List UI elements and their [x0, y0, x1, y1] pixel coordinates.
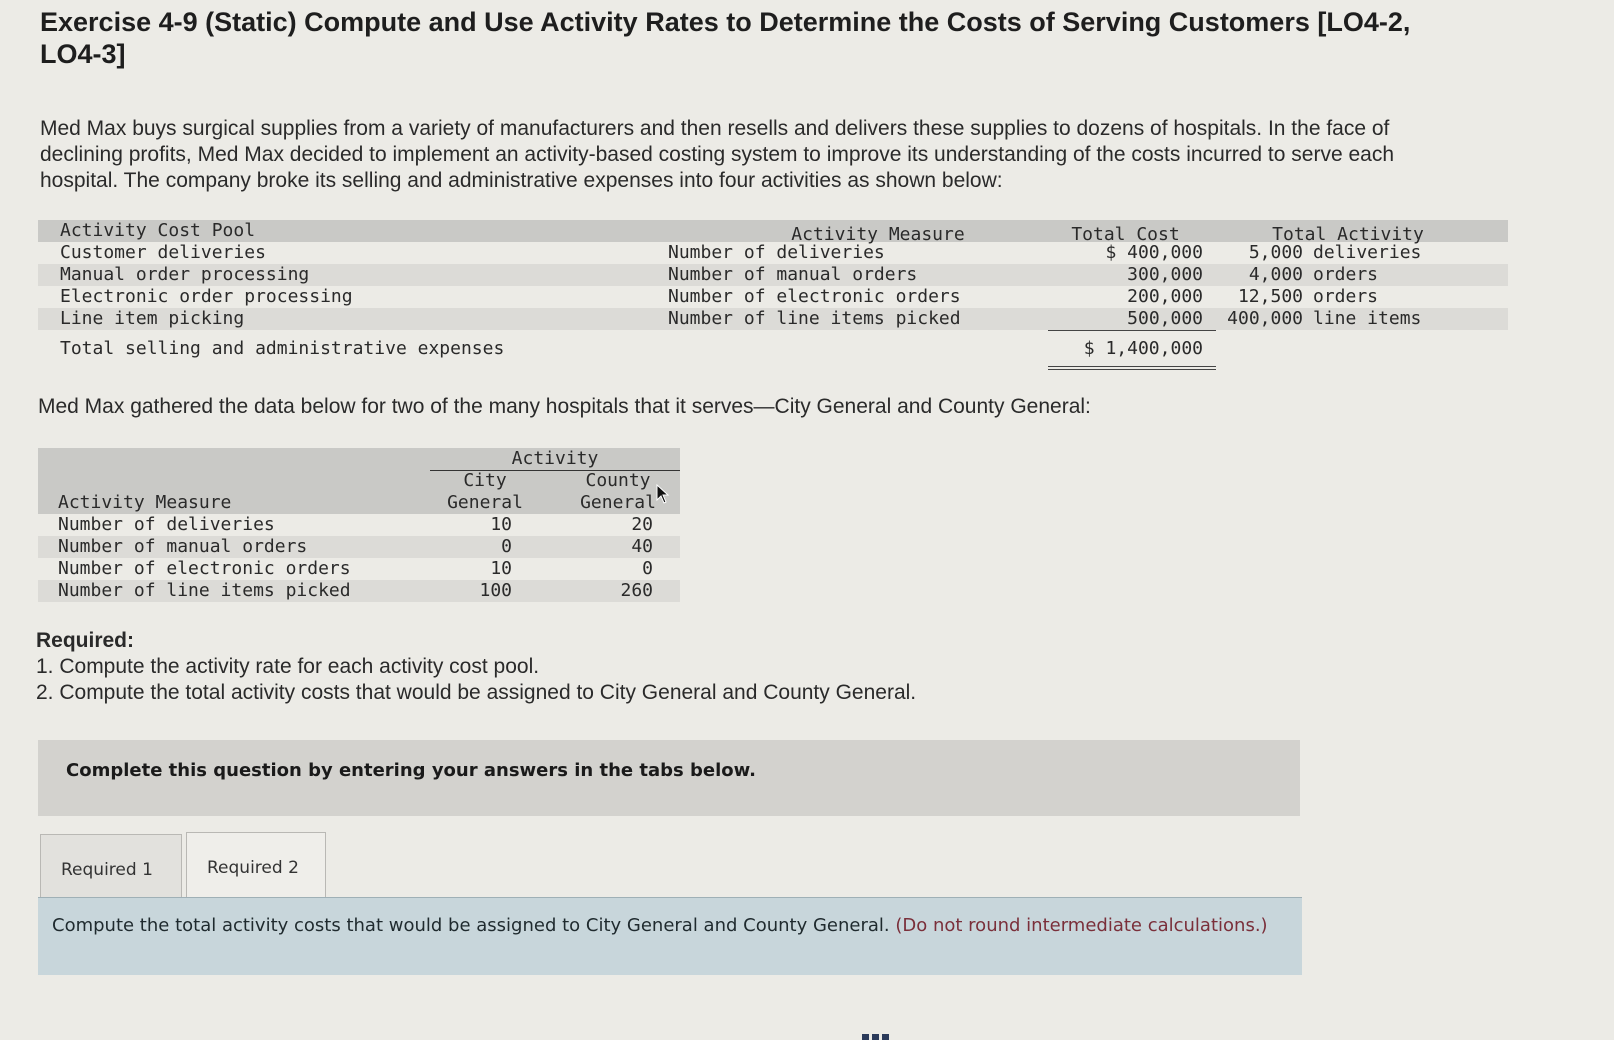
cell-county: 260 [620, 580, 653, 601]
header-activity-measure: Activity Measure [58, 492, 232, 513]
header-activity-cost-pool: Activity Cost Pool [60, 220, 256, 241]
cell-county: 20 [631, 514, 653, 535]
instructions-text: Complete this question by entering your … [66, 760, 756, 781]
header-total-activity: Total Activity [1272, 224, 1424, 245]
required-item-2: 2. Compute the total activity costs that… [36, 681, 917, 704]
table-header-row: Activity Cost Pool Activity Measure Tota… [38, 220, 1508, 245]
required-item-1: 1. Compute the activity rate for each ac… [36, 655, 540, 678]
cell-county: 0 [642, 558, 653, 579]
hospital-intro: Med Max gathered the data below for two … [38, 395, 1091, 418]
header-county-line2: General [580, 492, 656, 513]
header-total-cost: Total Cost [1071, 224, 1180, 245]
cell-measure: Number of electronic orders [58, 558, 351, 579]
panel-question-text: Compute the total activity costs that wo… [52, 915, 890, 936]
cell-city: 10 [490, 558, 512, 579]
table-row: Customer deliveries Number of deliveries… [38, 242, 1508, 264]
tab-required-1[interactable]: Required 1 [40, 834, 182, 902]
table-row: Number of manual orders 0 40 [38, 536, 680, 558]
header-city-general: City General [430, 470, 540, 514]
cell-activity-number: 400,000 [1227, 308, 1303, 329]
table-row: Electronic order processing Number of el… [38, 286, 1508, 308]
table-row: Number of deliveries 10 20 [38, 514, 680, 536]
intro-paragraph: Med Max buys surgical supplies from a va… [40, 117, 1394, 192]
cell-measure: Number of line items picked [668, 308, 961, 329]
subtotal-rule [1048, 330, 1216, 331]
cell-city: 100 [479, 580, 512, 601]
cell-activity-unit: orders [1313, 286, 1379, 307]
cell-activity-number: 5,000 [1248, 242, 1303, 263]
cell-measure: Number of manual orders [58, 536, 308, 557]
cell-activity-number: 12,500 [1237, 286, 1303, 307]
total-cost: $ 1,400,000 [1083, 338, 1203, 359]
instructions-banner: Complete this question by entering your … [38, 740, 1300, 816]
cell-measure: Number of electronic orders [668, 286, 961, 307]
mouse-cursor-icon [656, 484, 670, 504]
tab-panel-instructions: Compute the total activity costs that wo… [52, 912, 1272, 940]
table-total-row: Total selling and administrative expense… [38, 334, 1508, 364]
cell-cost: 200,000 [1127, 286, 1203, 307]
panel-note-text: (Do not round intermediate calculations.… [895, 915, 1268, 936]
cell-pool: Customer deliveries [60, 242, 266, 263]
cell-cost: 500,000 [1127, 308, 1203, 329]
more-content-indicator [862, 1034, 890, 1040]
table-row: Number of line items picked 100 260 [38, 580, 680, 602]
cell-city: 0 [501, 536, 512, 557]
hospital-activity-table: Activity City General County General Act… [38, 448, 680, 602]
header-city-line1: City [463, 470, 507, 491]
header-county-line1: County [585, 470, 651, 491]
cell-activity-unit: orders [1313, 264, 1379, 285]
cell-cost: 300,000 [1127, 264, 1203, 285]
header-city-line2: General [447, 492, 523, 513]
tab-required-2[interactable]: Required 2 [186, 832, 326, 904]
cell-county: 40 [631, 536, 653, 557]
required-heading: Required: [36, 629, 135, 652]
table-header: Activity City General County General Act… [38, 448, 680, 514]
cell-activity-unit: line items [1313, 308, 1422, 329]
cell-city: 10 [490, 514, 512, 535]
activity-cost-pool-table: Activity Cost Pool Activity Measure Tota… [38, 220, 1508, 370]
header-activity-group: Activity [511, 448, 599, 469]
tab-panel-required-2: Compute the total activity costs that wo… [38, 897, 1302, 975]
cell-pool: Electronic order processing [60, 286, 353, 307]
total-double-rule [1048, 366, 1216, 370]
cell-cost: $ 400,000 [1105, 242, 1203, 263]
group-header-rule [430, 470, 680, 471]
cell-measure: Number of deliveries [668, 242, 885, 263]
table-row: Line item picking Number of line items p… [38, 308, 1508, 330]
total-label: Total selling and administrative expense… [60, 338, 505, 359]
cell-pool: Line item picking [60, 308, 245, 329]
cell-activity-number: 4,000 [1248, 264, 1303, 285]
cell-measure: Number of manual orders [668, 264, 918, 285]
header-activity-measure: Activity Measure [791, 224, 965, 245]
table-row: Manual order processing Number of manual… [38, 264, 1508, 286]
required-section: Required: 1. Compute the activity rate f… [36, 628, 1036, 706]
header-county-general: County General [563, 470, 673, 514]
cell-measure: Number of line items picked [58, 580, 351, 601]
table-row: Number of electronic orders 10 0 [38, 558, 680, 580]
cell-activity-unit: deliveries [1313, 242, 1422, 263]
exercise-title: Exercise 4-9 (Static) Compute and Use Ac… [40, 7, 1411, 69]
cell-measure: Number of deliveries [58, 514, 275, 535]
cell-pool: Manual order processing [60, 264, 310, 285]
